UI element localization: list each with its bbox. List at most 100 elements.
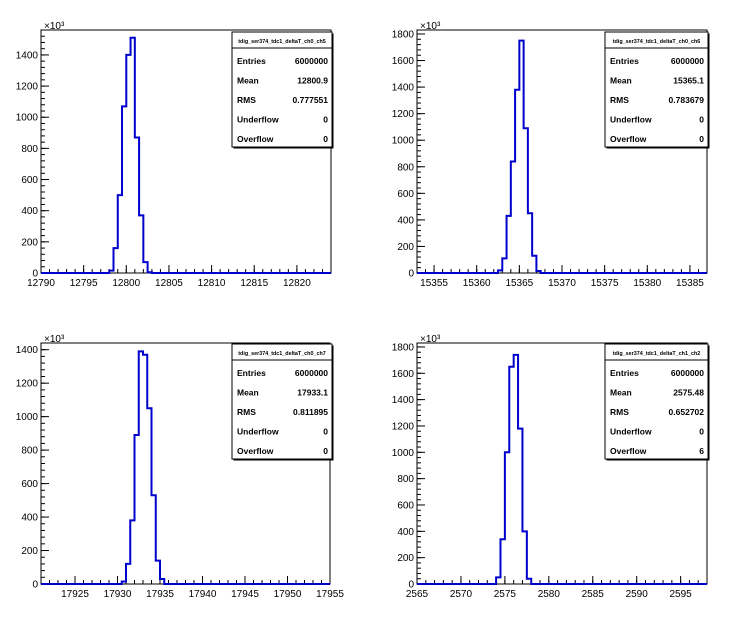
y-tick-label: 1600 [392, 369, 415, 380]
histogram-title: tdig_ser374_tdc1_deltaT_ch0_ch7 [238, 351, 326, 357]
stats-label: Overflow [237, 446, 274, 456]
y-axis-exponent-label: ×10³ [420, 21, 441, 32]
stats-value: 0.811895 [293, 407, 328, 417]
x-tick-label: 17925 [61, 589, 89, 600]
stats-label: Overflow [237, 134, 274, 144]
stats-label: RMS [610, 95, 629, 105]
histogram-line [417, 39, 707, 274]
stats-label: Entries [610, 368, 639, 378]
stats-label: RMS [237, 407, 256, 417]
y-tick-label: 0 [32, 580, 38, 591]
y-tick-label: 400 [21, 513, 38, 524]
y-tick-label: 1200 [392, 421, 415, 432]
stats-value: 6000000 [671, 56, 704, 66]
y-tick-label: 0 [32, 269, 38, 280]
stats-value: 0.652702 [669, 407, 705, 417]
stats-value: 0 [323, 446, 328, 456]
x-tick-label: 2585 [582, 589, 605, 600]
x-tick-label: 17940 [189, 589, 217, 600]
histogram-pad-1: 0 200 400 600 800 1000 1200 1400 12790 12795 12800… [16, 21, 334, 289]
x-tick-label: 17950 [274, 589, 302, 600]
stats-label: RMS [237, 95, 256, 105]
x-tick-label: 17930 [104, 589, 132, 600]
histogram-line [41, 350, 330, 585]
stats-value: 0 [699, 427, 704, 437]
stats-label: Mean [237, 388, 259, 398]
y-tick-label: 1000 [392, 448, 415, 459]
x-tick-label: 2575 [494, 589, 517, 600]
y-tick-label: 1400 [16, 50, 39, 61]
stats-label: Mean [237, 76, 259, 86]
y-tick-label: 600 [21, 175, 38, 186]
y-axis-exponent-label: ×10³ [44, 334, 65, 345]
y-tick-label: 1400 [16, 345, 39, 356]
stats-value: 6000000 [671, 368, 704, 378]
histogram-pad-4: 0 200 400 600 800 1000 1200 1400 1600 1800 2565 257… [392, 334, 710, 600]
x-tick-label: 15365 [505, 278, 533, 289]
y-axis-exponent-label: ×10³ [420, 334, 441, 345]
y-tick-label: 400 [397, 527, 414, 538]
x-tick-label: 2570 [450, 589, 473, 600]
y-tick-label: 1000 [16, 113, 39, 124]
stats-value: 0 [699, 134, 704, 144]
y-tick-label: 600 [397, 189, 414, 200]
stats-value: 0 [699, 115, 704, 125]
stats-value: 0 [323, 115, 328, 125]
histogram-title: tdig_ser374_tdc1_deltaT_ch0_ch6 [613, 39, 701, 45]
stats-label: Overflow [610, 446, 647, 456]
x-tick-label: 15355 [420, 278, 448, 289]
histogram-title: tdig_ser374_tdc1_deltaT_ch1_ch2 [613, 351, 701, 357]
x-tick-label: 15375 [591, 278, 619, 289]
y-axis-exponent-label: ×10³ [44, 21, 65, 32]
stats-value: 6 [699, 446, 704, 456]
y-tick-label: 200 [21, 237, 38, 248]
y-tick-label: 600 [21, 479, 38, 490]
y-tick-label: 200 [21, 546, 38, 557]
y-tick-label: 1000 [392, 136, 415, 147]
stats-value: 17933.1 [297, 388, 328, 398]
y-tick-label: 800 [21, 446, 38, 457]
y-tick-label: 1200 [392, 109, 415, 120]
y-tick-label: 1400 [392, 395, 415, 406]
y-tick-label: 1800 [392, 29, 415, 40]
y-tick-label: 1200 [16, 82, 39, 93]
stats-value: 0.777551 [293, 95, 329, 105]
x-tick-label: 12805 [155, 278, 183, 289]
y-tick-label: 800 [21, 144, 38, 155]
x-tick-label: 12800 [112, 278, 140, 289]
stats-label: Underflow [610, 427, 652, 437]
y-tick-label: 800 [397, 162, 414, 173]
y-tick-label: 200 [397, 553, 414, 564]
stats-box [231, 31, 333, 148]
stats-label: Underflow [237, 427, 279, 437]
x-tick-label: 2590 [626, 589, 649, 600]
stats-value: 15365.1 [673, 76, 704, 86]
x-tick-label: 2565 [406, 589, 429, 600]
histogram-title: tdig_ser374_tdc1_deltaT_ch0_ch5 [238, 39, 326, 45]
y-tick-label: 1000 [16, 412, 39, 423]
y-tick-label: 400 [21, 206, 38, 217]
x-tick-label: 2580 [538, 589, 561, 600]
histogram-line [417, 353, 707, 585]
stats-box [604, 31, 709, 148]
stats-label: Entries [610, 56, 639, 66]
y-tick-label: 1400 [392, 83, 415, 94]
y-tick-label: 600 [397, 500, 414, 511]
stats-value: 6000000 [295, 56, 328, 66]
stats-label: Underflow [610, 115, 652, 125]
stats-box [604, 343, 709, 460]
stats-label: Mean [610, 388, 632, 398]
x-tick-label: 17935 [146, 589, 174, 600]
stats-label: Entries [237, 56, 266, 66]
stats-box [231, 343, 333, 460]
x-tick-label: 2595 [670, 589, 693, 600]
stats-label: Underflow [237, 115, 279, 125]
histogram-pad-3: 0 200 400 600 800 1000 1200 1400 17925 17930 17935… [16, 334, 345, 600]
stats-value: 12800.9 [297, 76, 328, 86]
y-tick-label: 0 [408, 580, 414, 591]
x-tick-label: 15370 [548, 278, 576, 289]
x-tick-label: 15360 [463, 278, 491, 289]
y-tick-label: 1200 [16, 379, 39, 390]
y-tick-label: 400 [397, 215, 414, 226]
